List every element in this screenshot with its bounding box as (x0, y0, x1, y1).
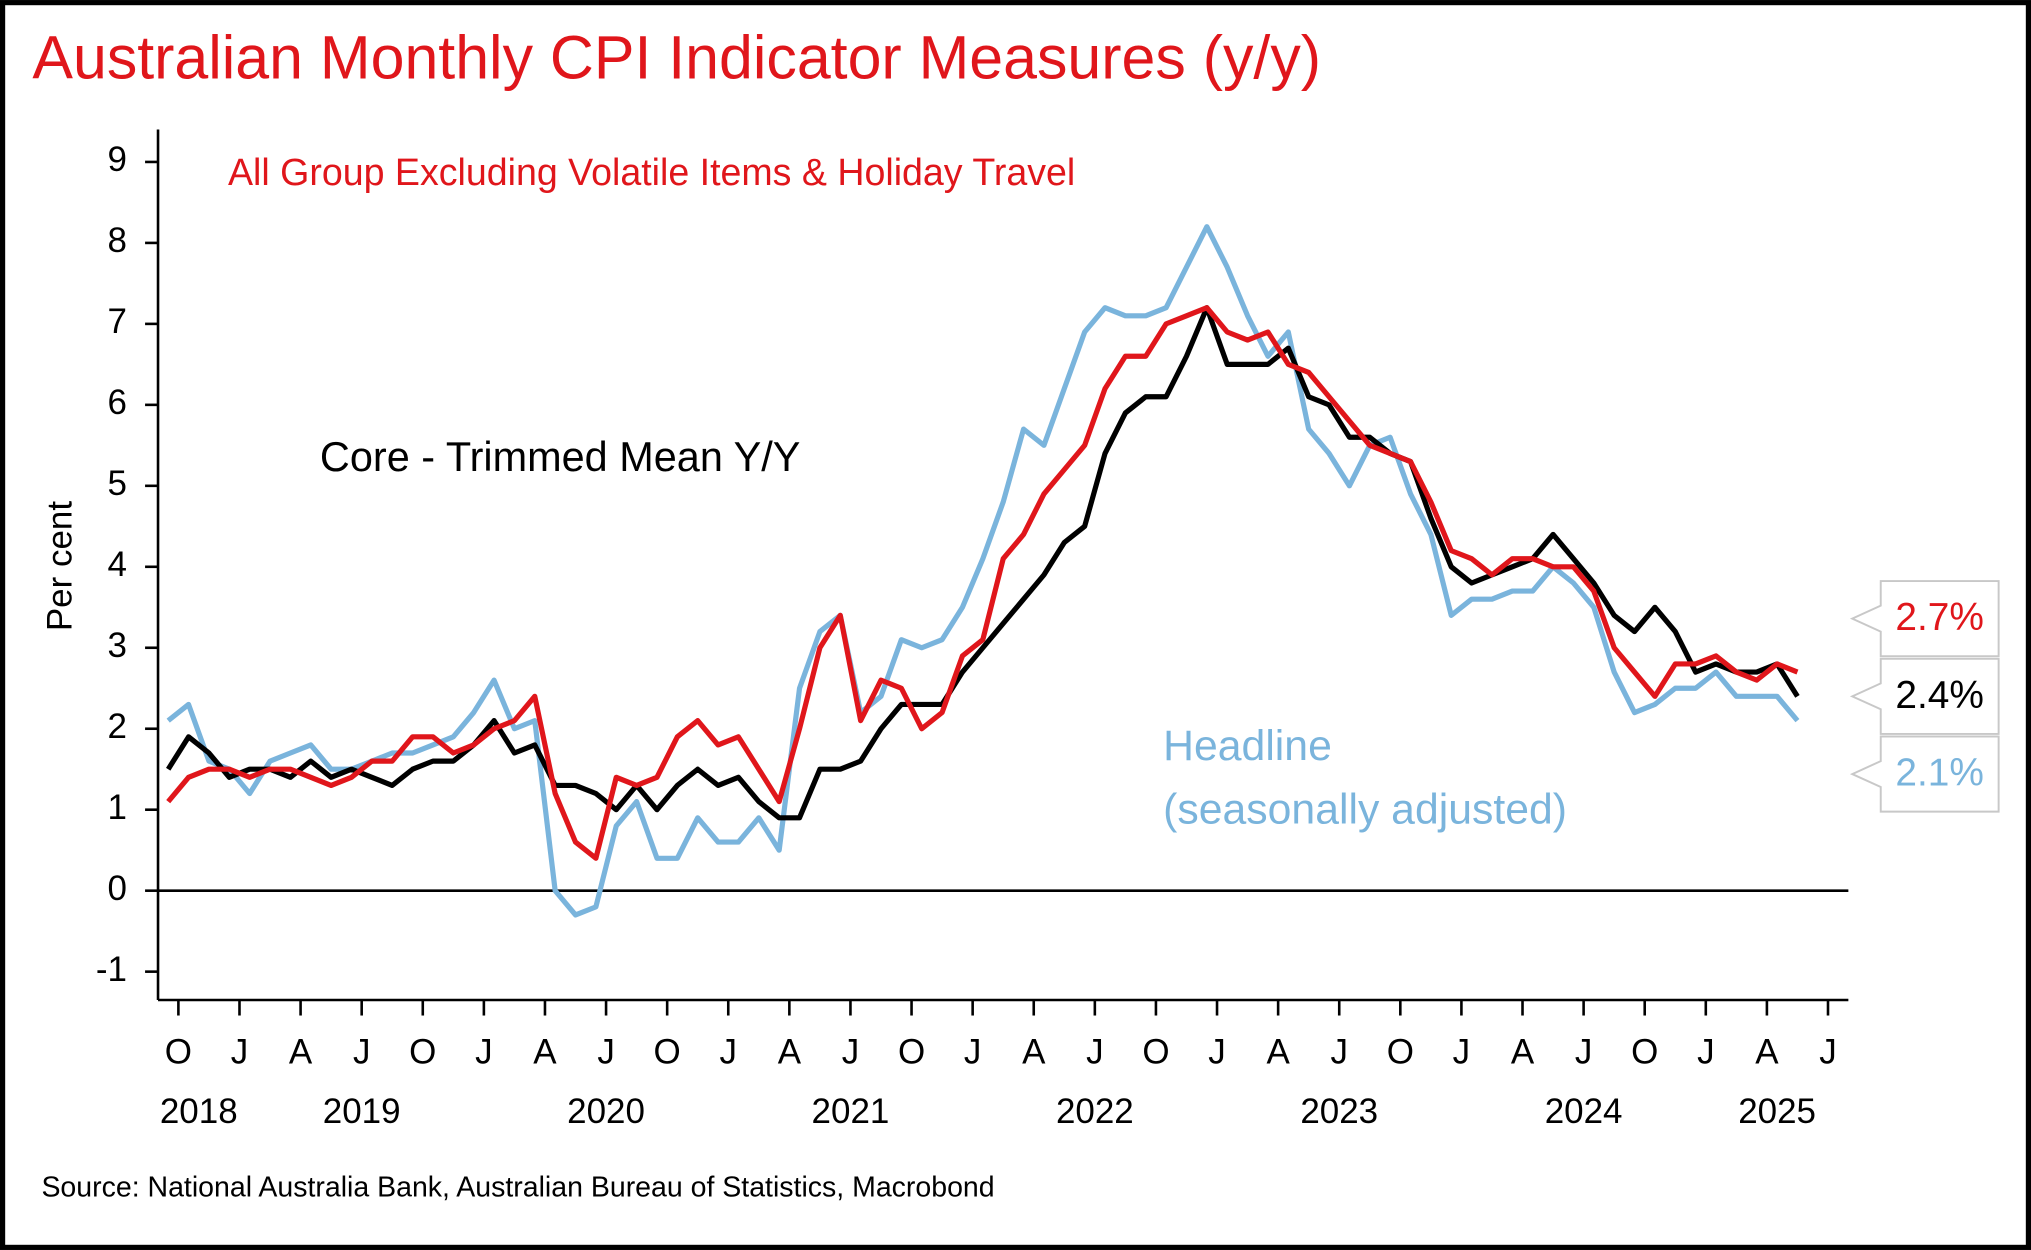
y-tick-label: 5 (107, 464, 126, 503)
series-label: Headline (1163, 722, 1332, 770)
y-tick-label: 1 (107, 788, 126, 827)
x-tick-label: J (475, 1033, 492, 1072)
year-label: 2021 (812, 1092, 890, 1131)
x-tick-label: J (353, 1033, 370, 1072)
x-tick-label: A (533, 1033, 557, 1072)
x-tick-label: J (597, 1033, 614, 1072)
x-tick-label: A (1022, 1033, 1046, 1072)
x-tick-label: J (1208, 1033, 1225, 1072)
year-label: 2020 (567, 1092, 645, 1131)
x-tick-label: J (842, 1033, 859, 1072)
x-tick-label: J (1697, 1033, 1714, 1072)
x-tick-label: J (964, 1033, 981, 1072)
x-tick-label: J (1453, 1033, 1470, 1072)
x-tick-label: O (1142, 1033, 1169, 1072)
y-tick-label: 0 (107, 869, 126, 908)
series-label: Core - Trimmed Mean Y/Y (320, 433, 801, 480)
series-line (166, 305, 1800, 821)
x-tick-label: A (1755, 1033, 1779, 1072)
callout-label: 2.1% (1895, 752, 1984, 795)
y-tick-label: 7 (107, 302, 126, 341)
x-tick-label: J (1086, 1033, 1103, 1072)
series-line (166, 305, 1799, 861)
x-tick-label: A (1511, 1033, 1535, 1072)
x-tick-label: J (231, 1033, 248, 1072)
source-note: Source: National Australia Bank, Austral… (41, 1172, 994, 1204)
x-tick-label: O (165, 1033, 192, 1072)
x-tick-label: O (1631, 1033, 1658, 1072)
x-tick-label: A (1266, 1033, 1290, 1072)
x-tick-label: J (1575, 1033, 1592, 1072)
year-label: 2025 (1738, 1092, 1816, 1131)
callout-box (1849, 580, 2000, 658)
callout-box (1849, 657, 2000, 735)
x-tick-label: O (409, 1033, 436, 1072)
x-tick-label: J (1819, 1033, 1836, 1072)
year-label: 2022 (1056, 1092, 1134, 1131)
year-label: 2018 (160, 1092, 238, 1131)
y-axis-label: Per cent (40, 501, 79, 632)
x-tick-label: O (654, 1033, 681, 1072)
year-label: 2023 (1300, 1092, 1378, 1131)
x-tick-label: O (898, 1033, 925, 1072)
y-tick-label: -1 (96, 950, 127, 989)
callout-box (1849, 735, 2000, 813)
x-tick-label: J (1330, 1033, 1347, 1072)
x-tick-label: J (720, 1033, 737, 1072)
chart-title: Australian Monthly CPI Indicator Measure… (32, 23, 1321, 91)
y-tick-label: 6 (107, 383, 126, 422)
year-label: 2024 (1545, 1092, 1623, 1131)
y-tick-label: 2 (107, 707, 126, 746)
x-tick-label: A (289, 1033, 313, 1072)
x-tick-label: A (778, 1033, 802, 1072)
x-tick-label: O (1387, 1033, 1414, 1072)
series-label: All Group Excluding Volatile Items & Hol… (228, 151, 1075, 193)
callout-label: 2.7% (1895, 596, 1984, 639)
y-tick-label: 4 (107, 545, 126, 584)
year-label: 2019 (323, 1092, 401, 1131)
y-tick-label: 3 (107, 626, 126, 665)
y-tick-label: 9 (107, 140, 126, 179)
y-tick-label: 8 (107, 221, 126, 260)
series-sublabel: (seasonally adjusted) (1163, 785, 1567, 833)
callout-label: 2.4% (1895, 674, 1984, 717)
